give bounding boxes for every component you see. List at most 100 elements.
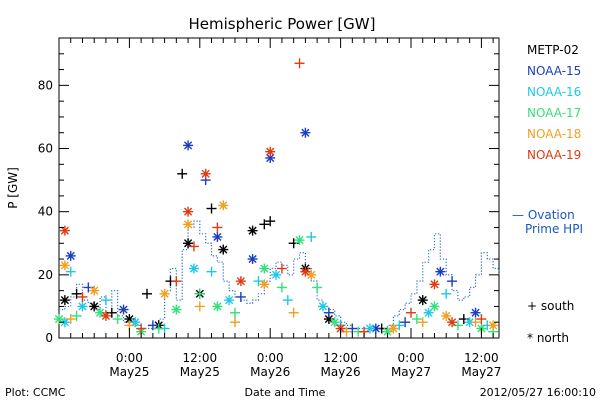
footer-plot-credit: Plot: CCMC [5,386,66,399]
point-south [77,291,88,302]
point-south [276,263,287,274]
ovation-prime-hpi-line [59,220,500,330]
point-south [194,301,205,312]
point-north [423,307,434,318]
point-north [294,235,305,246]
legend-entry-noaa-15: NOAA-15 [527,64,581,78]
point-north [89,301,100,312]
footer-timestamp: 2012/05/27 16:00:10 [480,386,596,399]
point-south [206,266,217,277]
point-north [388,323,399,334]
marker-north-label: * north [527,331,569,345]
point-south [259,219,270,230]
point-north [429,301,440,312]
plot-frame [58,37,500,339]
point-north [100,310,111,321]
y-tick-label: 80 [38,78,53,92]
point-north [200,168,211,179]
point-south [288,307,299,318]
point-north [470,307,481,318]
point-north [441,310,452,321]
point-south [347,323,358,334]
y-tick-label: 40 [38,205,53,219]
point-north [271,269,282,280]
point-north [235,276,246,287]
point-north [435,266,446,277]
x-tick-label-date: May26 [250,365,290,379]
series-noaa-17 [54,235,499,337]
point-south [441,288,452,299]
y-axis: 0 20 40 60 80 [38,53,499,345]
point-north [159,288,170,299]
y-axis-label: P [GW] [6,167,20,209]
point-south [323,307,334,318]
x-tick-label-time: 12:00 [464,351,499,365]
x-tick-label-time: 12:00 [323,351,358,365]
point-south [136,323,147,334]
series-noaa-16 [59,231,493,334]
x-tick-label-time: 12:00 [183,351,218,365]
point-south [112,314,123,325]
point-north [188,263,199,274]
point-north [218,244,229,255]
point-north [464,317,475,328]
point-north [59,260,70,271]
series-noaa-18 [59,200,499,337]
legend: METP-02 NOAA-15 NOAA-16 NOAA-17 NOAA-18 NOAA-… [527,43,581,162]
point-north [265,146,276,157]
point-south [282,295,293,306]
point-south [194,288,205,299]
point-south [230,307,240,318]
marker-south-label: + south [527,299,574,313]
point-north [259,263,270,274]
point-north [89,285,100,296]
point-south [447,276,458,287]
point-south [147,320,158,331]
x-tick-label-time: 0:00 [257,351,284,365]
x-tick-label-date: May25 [109,365,149,379]
point-south [153,323,164,334]
point-north [59,295,70,306]
point-south [71,288,82,299]
satellite-points [54,58,499,337]
point-north [247,254,258,265]
point-south [65,266,76,277]
point-north [364,323,375,334]
point-south [400,317,411,328]
point-north [329,317,340,328]
legend-entry-noaa-16: NOAA-16 [527,85,581,99]
point-north [77,301,88,312]
x-tick-label-time: 0:00 [116,351,143,365]
y-tick-label: 20 [38,268,53,282]
point-south [71,310,82,321]
x-tick-label-date: May27 [391,365,431,379]
point-north [218,200,229,211]
footer-x-axis-title: Date and Time [245,386,326,399]
point-south [294,58,305,69]
point-north [300,127,311,138]
point-north [171,304,182,315]
point-north [59,225,70,236]
point-north [247,225,258,236]
point-north [212,301,223,312]
ovation-label-2: Prime HPI [525,222,583,236]
point-south [142,288,152,299]
point-north [429,279,440,290]
point-south [476,314,487,325]
point-north [183,219,194,230]
x-tick-label-date: May26 [321,365,361,379]
plot-border [58,37,500,339]
point-north [183,206,194,217]
point-north [224,295,235,306]
point-south [206,203,217,214]
point-north [183,140,194,151]
point-south [265,216,276,227]
x-tick-label-date: May27 [461,365,501,379]
point-north [130,317,141,328]
point-north [488,320,499,331]
legend-entry-noaa-17: NOAA-17 [527,106,581,120]
point-south [411,314,422,325]
chart-title: Hemispheric Power [GW] [189,15,376,33]
point-south [188,241,199,252]
legend-entry-noaa-19: NOAA-19 [527,148,581,162]
